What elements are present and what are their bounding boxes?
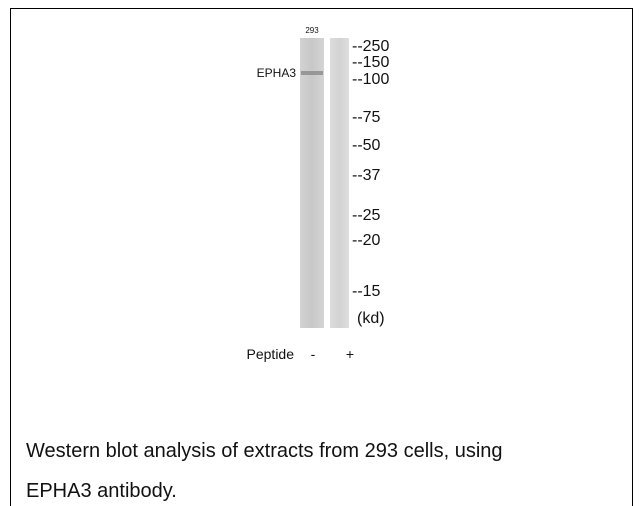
band [301,71,323,75]
lane-1 [300,38,324,328]
marker-label: --37 [352,167,381,184]
marker-label: --20 [352,232,381,249]
markers: --250--150--100 --75 --50 --37 --25 --20 --15 [352,38,389,300]
figure: 293 EPHA3 --250--150--100--75--50--37--2… [0,0,643,506]
marker-label: --50 [352,137,381,154]
peptide-plus: + [346,346,354,362]
band-label: EPHA3 [257,66,297,80]
unit-label: (kd) [357,310,385,327]
page: 293 EPHA3 --250--150--100--75--50--37--2… [0,0,643,506]
peptide-label: Peptide [247,346,295,362]
marker-label: --150 [352,54,389,71]
caption-line: Western blot analysis of extracts from 2… [26,440,503,462]
marker-label: --100 [352,71,389,88]
marker-label: --75 [352,109,381,126]
marker-label: --25 [352,207,381,224]
peptide-minus: - [311,346,316,362]
marker-label: --15 [352,283,381,300]
lane-2 [330,38,349,328]
lane-label: 293 [305,26,319,35]
caption-line: EPHA3 antibody. [26,480,177,502]
marker-label: --250 [352,38,389,55]
